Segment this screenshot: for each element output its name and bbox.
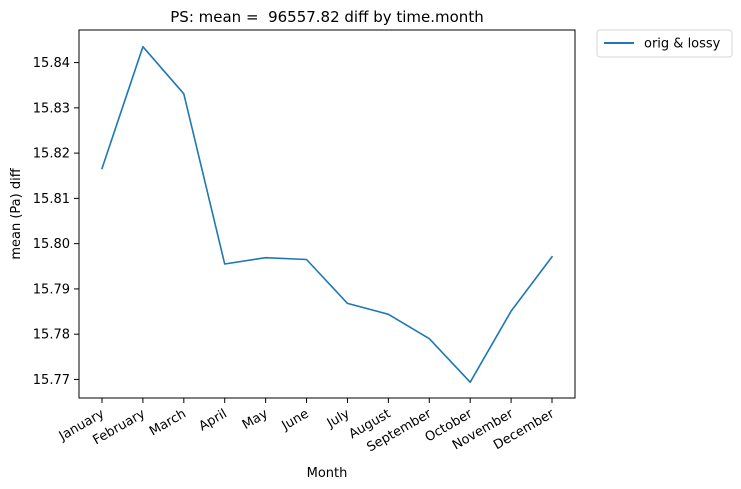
y-axis-ticks: 15.77 15.78 15.79 15.80 15.81 15.82 15.83 15.84 [33,56,79,388]
series-layer [100,45,554,384]
series-line [100,45,554,384]
chart-title: PS: mean = 96557.82 diff by time.month [170,8,483,26]
y-tick-label: 15.80 [33,237,70,252]
legend-label: orig & lossy [644,37,721,52]
y-tick-label: 15.81 [33,192,70,207]
y-tick-label: 15.82 [33,147,70,162]
y-tick-label: 15.83 [33,101,70,116]
plot-frame [78,29,576,399]
y-tick-label: 15.78 [33,328,70,343]
y-tick-label: 15.84 [33,56,70,71]
legend-box [596,29,733,58]
x-axis-label: Month [307,466,348,481]
legend: orig & lossy [596,29,733,58]
y-axis-label: mean (Pa) diff [9,167,24,259]
y-tick-label: 15.77 [33,373,70,388]
y-tick-label: 15.79 [33,282,70,297]
